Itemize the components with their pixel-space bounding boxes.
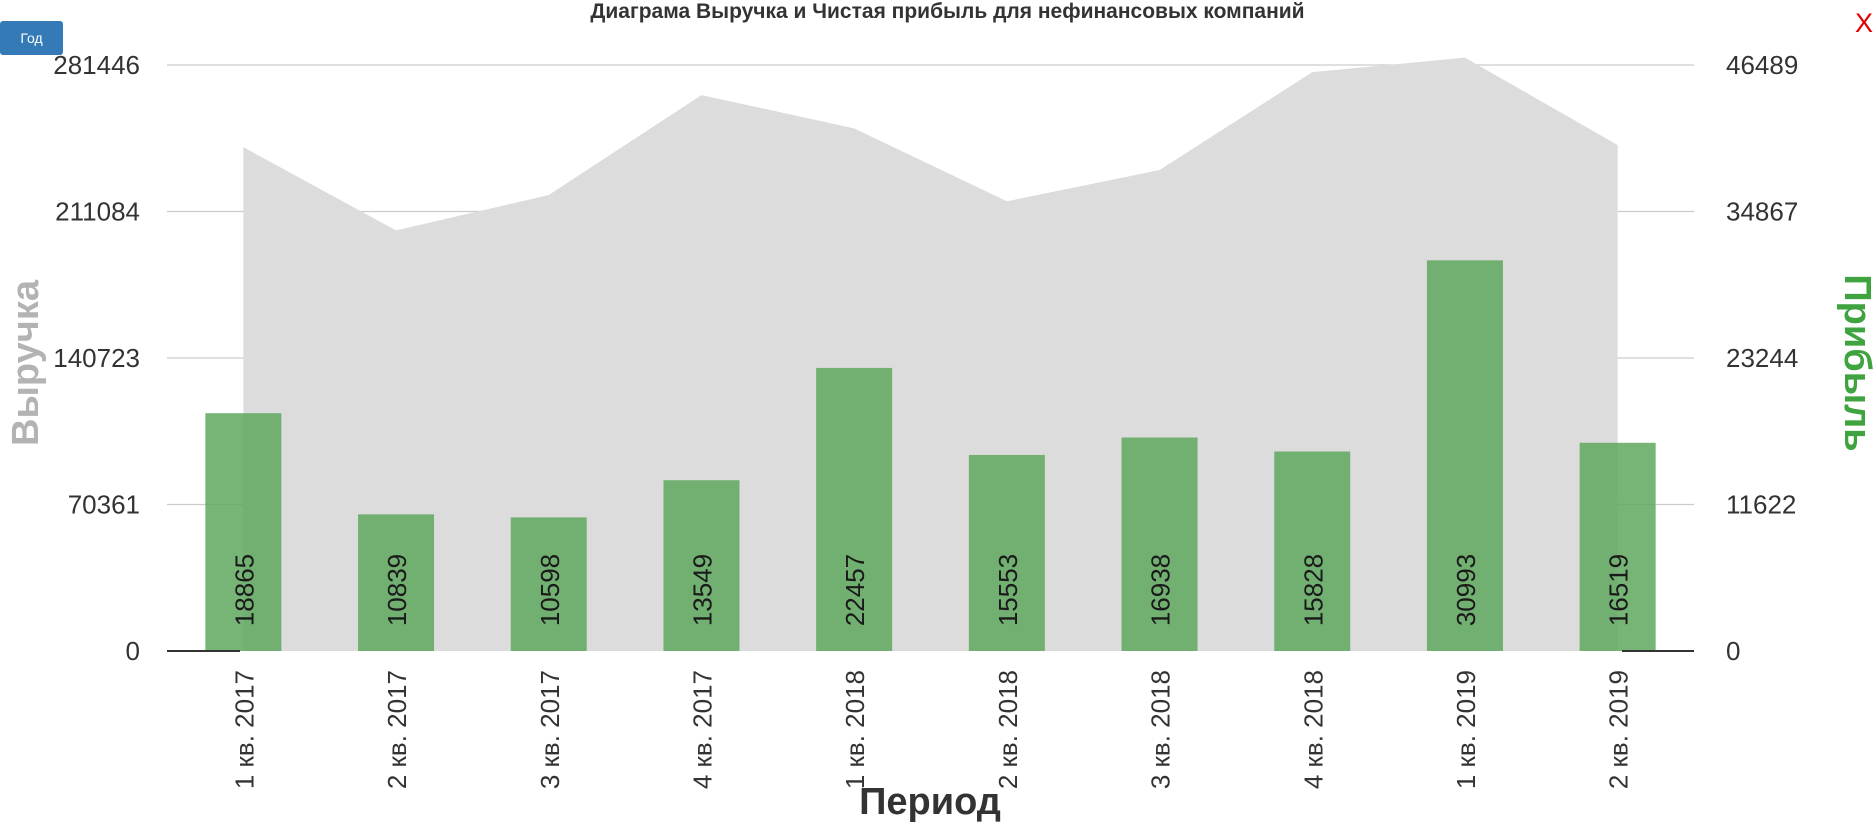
y-tick-left: 0 [126, 636, 140, 666]
profit-bar[interactable] [358, 514, 435, 651]
bar-value-label: 10598 [535, 554, 565, 626]
profit-bar[interactable] [1121, 437, 1198, 651]
y-tick-right: 23244 [1726, 343, 1798, 373]
revenue-area-layer [243, 57, 1618, 651]
y-tick-left: 281446 [53, 50, 140, 80]
y-tick-left: 211084 [55, 197, 140, 227]
y-tick-right: 11622 [1726, 490, 1796, 520]
x-tick-label: 4 кв. 2018 [1298, 670, 1328, 789]
revenue-area [243, 57, 1618, 651]
profit-bar[interactable] [1579, 442, 1656, 651]
profit-bar[interactable] [816, 367, 893, 651]
bar-value-label: 15828 [1298, 554, 1328, 626]
x-tick-label: 2 кв. 2017 [382, 670, 412, 789]
x-tick-label: 2 кв. 2019 [1604, 670, 1634, 789]
y-tick-right: 46489 [1726, 50, 1798, 80]
profit-bars-layer: 18865 10839 10598 13549 22457 15553 16938 15828… [205, 260, 1656, 651]
x-axis-title: Период [859, 781, 1001, 823]
profit-bar[interactable] [663, 480, 740, 651]
profit-bar[interactable] [510, 517, 587, 651]
y-axis-title-left: Выручка [5, 279, 47, 446]
x-tick-label: 3 кв. 2018 [1146, 670, 1176, 789]
y-tick-right: 34867 [1726, 197, 1798, 227]
bar-value-label: 16938 [1146, 554, 1176, 626]
x-tick-label: 1 кв. 2018 [840, 670, 870, 789]
bar-value-label: 30993 [1451, 554, 1481, 626]
y-tick-right: 0 [1726, 636, 1740, 666]
axes-layer: 0 0 70361 11622 140723 23244 211084 34867 281446… [53, 50, 1798, 789]
y-tick-left: 140723 [53, 343, 140, 373]
bar-value-label: 13549 [687, 554, 717, 626]
bar-value-label: 16519 [1604, 554, 1634, 626]
profit-bar[interactable] [205, 413, 282, 651]
bar-value-label: 18865 [229, 554, 259, 626]
close-button[interactable]: X [1855, 8, 1874, 38]
profit-bar[interactable] [968, 454, 1045, 651]
x-tick-label: 1 кв. 2019 [1451, 670, 1481, 789]
x-tick-label: 2 кв. 2018 [993, 670, 1023, 789]
period-year-button[interactable]: Год [0, 21, 63, 55]
bar-value-label: 10839 [382, 554, 412, 626]
profit-bar[interactable] [1274, 451, 1351, 651]
bar-value-label: 15553 [993, 554, 1023, 626]
x-tick-label: 4 кв. 2017 [687, 670, 717, 789]
profit-bar[interactable] [1426, 260, 1503, 651]
chart-title: Диаграма Выручка и Чистая прибыль для не… [590, 0, 1305, 23]
y-tick-left: 70361 [68, 490, 140, 520]
x-tick-label: 3 кв. 2017 [535, 670, 565, 789]
bar-value-label: 22457 [840, 554, 870, 626]
x-tick-label: 1 кв. 2017 [229, 670, 259, 789]
y-axis-title-right: Прибыль [1836, 274, 1874, 451]
